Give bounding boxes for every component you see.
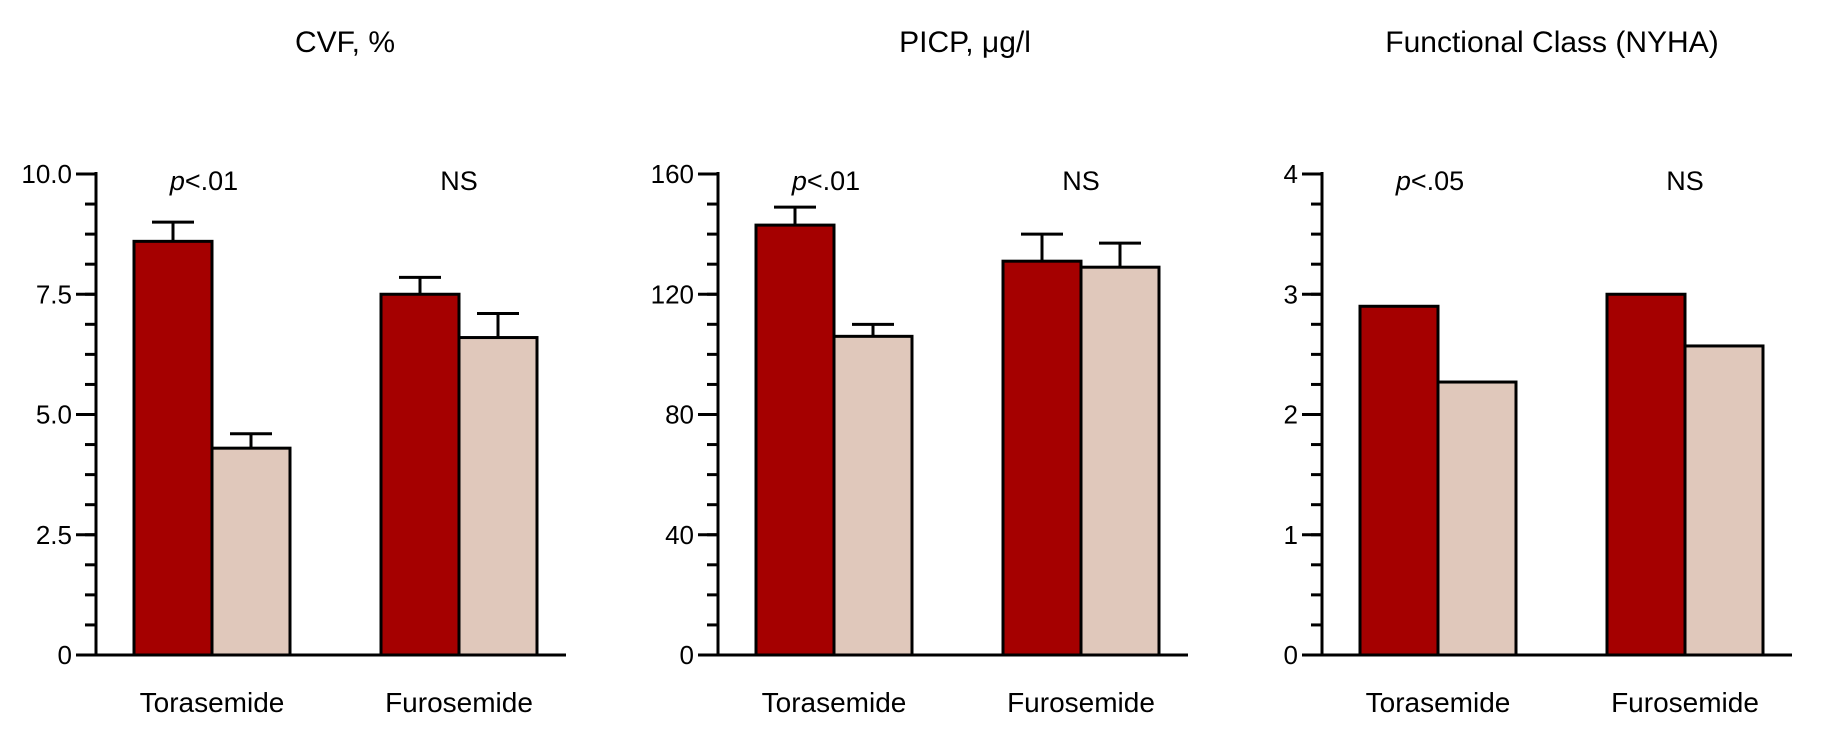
y-tick-label: 160: [651, 159, 694, 189]
bar-series1-torasemide: [132, 239, 214, 657]
y-tick-label: 2.5: [36, 520, 72, 550]
x-category-label: Furosemide: [385, 687, 533, 718]
x-category-label: Furosemide: [1611, 687, 1759, 718]
bar-series1-furosemide: [1605, 292, 1687, 657]
y-tick-label: 4: [1284, 159, 1298, 189]
bar-series1-torasemide: [754, 223, 836, 657]
bar-series2-furosemide: [457, 336, 539, 657]
significance-label: p<.05: [1395, 166, 1464, 196]
significance-label: NS: [1666, 166, 1704, 196]
panel-title: CVF, %: [295, 26, 395, 59]
y-tick-label: 7.5: [36, 279, 72, 309]
y-tick-label: 10.0: [21, 159, 72, 189]
y-tick-label: 0: [58, 640, 72, 670]
y-tick-label: 0: [680, 640, 694, 670]
chart-panel-2: PICP, μg/l 0 40 80 120 160 Torasemide Furosemid…: [651, 26, 1188, 718]
bar-series2-torasemide: [832, 334, 914, 657]
chart-panel-1: CVF, % 0 2.5 5.0 7.5 10.0 Torasemide Furosemide…: [21, 26, 566, 718]
significance-label: NS: [1062, 166, 1100, 196]
significance-label: p<.01: [169, 166, 238, 196]
chart-panel-3: Functional Class (NYHA) 0 1 2 3 4 Torasemide Fu…: [1284, 26, 1792, 718]
panel-title: PICP, μg/l: [899, 26, 1031, 59]
y-tick-label: 40: [665, 520, 694, 550]
y-tick-label: 0: [1284, 640, 1298, 670]
x-category-label: Torasemide: [1366, 687, 1511, 718]
bar-series1-furosemide: [1001, 259, 1083, 657]
y-tick-label: 3: [1284, 279, 1298, 309]
panel-title: Functional Class (NYHA): [1385, 26, 1718, 59]
y-tick-label: 120: [651, 279, 694, 309]
bar-series2-torasemide: [210, 446, 292, 657]
x-category-label: Furosemide: [1007, 687, 1155, 718]
x-category-label: Torasemide: [140, 687, 285, 718]
bar-series2-furosemide: [1079, 265, 1161, 657]
x-category-label: Torasemide: [762, 687, 907, 718]
y-tick-label: 5.0: [36, 400, 72, 430]
y-tick-label: 80: [665, 400, 694, 430]
bar-series1-torasemide: [1358, 304, 1440, 657]
bar-series1-furosemide: [379, 292, 461, 657]
bar-series2-furosemide: [1683, 344, 1765, 657]
significance-label: p<.01: [791, 166, 860, 196]
y-tick-label: 1: [1284, 520, 1298, 550]
y-tick-label: 2: [1284, 400, 1298, 430]
bar-series2-torasemide: [1436, 380, 1518, 657]
significance-label: NS: [440, 166, 478, 196]
